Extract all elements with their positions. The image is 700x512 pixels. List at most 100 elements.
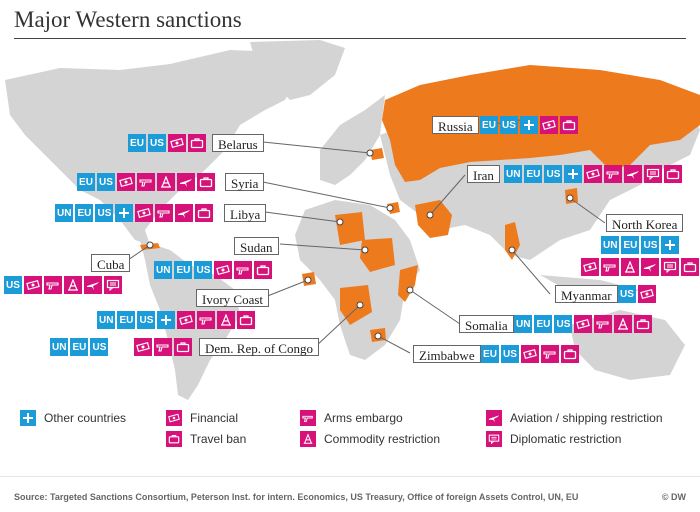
legend-arms: Arms embargo (300, 410, 403, 426)
plus-icon (661, 236, 680, 254)
leader-belarus (262, 141, 371, 154)
tags-ivory-coast: UN EU US (97, 311, 256, 329)
suitcase-icon (561, 345, 579, 363)
title-divider (14, 38, 686, 39)
banknote-icon (117, 173, 135, 191)
gun-icon (154, 338, 172, 356)
gun-icon (601, 258, 619, 276)
banknote-icon (24, 276, 42, 294)
legend-commodity: Commodity restriction (300, 431, 440, 447)
gun-icon (197, 311, 216, 329)
sanction-source-tag: UN (154, 261, 173, 279)
banknote-icon (134, 338, 152, 356)
source-note: Source: Targeted Sanctions Consortium, P… (14, 492, 579, 502)
greenland (250, 40, 345, 100)
leader-zimbabwe (377, 335, 411, 354)
label-cuba: Cuba (91, 254, 131, 272)
sanction-source-tag: US (95, 204, 114, 222)
legend-aviation: Aviation / shipping restriction (486, 410, 663, 426)
sanction-source-tag: US (194, 261, 213, 279)
tags-cuba: US (4, 276, 122, 294)
europe (320, 95, 385, 185)
sanction-source-tag: EU (75, 204, 94, 222)
suitcase-icon (254, 261, 273, 279)
sanction-source-tag: US (501, 345, 519, 363)
tags-somalia: UN EU US (514, 315, 653, 333)
gun-icon (44, 276, 62, 294)
sanction-source-tag: UN (55, 204, 74, 222)
sanction-source-tag: EU (524, 165, 543, 183)
sanction-source-tag: US (618, 285, 636, 303)
tags-drc-b (134, 338, 192, 356)
banknote-icon (638, 285, 656, 303)
label-north-korea: North Korea (606, 214, 684, 232)
sanction-source-tag: UN (97, 311, 116, 329)
tags-libya: UN EU US (55, 204, 214, 222)
sanction-source-tag: US (544, 165, 563, 183)
suitcase-icon (166, 431, 182, 447)
airplane-icon (486, 410, 502, 426)
gun-icon (155, 204, 174, 222)
legend-travel: Travel ban (166, 431, 246, 447)
tags-zimbabwe: EU US (481, 345, 579, 363)
belarus-shape (370, 148, 384, 160)
sanction-source-tag: US (4, 276, 22, 294)
plus-icon (157, 311, 176, 329)
suitcase-icon (634, 315, 653, 333)
banknote-icon (166, 410, 182, 426)
sanction-source-tag: EU (534, 315, 553, 333)
oil-derrick-icon (157, 173, 175, 191)
sanction-source-tag: UN (504, 165, 523, 183)
sanction-source-tag: EU (480, 116, 498, 134)
leader-sudan (279, 243, 366, 251)
sanction-source-tag: UN (50, 338, 69, 356)
label-ivory-coast: Ivory Coast (196, 289, 270, 307)
label-libya: Libya (224, 204, 267, 222)
leader-north-korea (569, 197, 606, 224)
oil-derrick-icon (64, 276, 82, 294)
sanction-source-tag: US (641, 236, 660, 254)
label-somalia: Somalia (459, 315, 514, 333)
iran-shape (415, 200, 452, 238)
banknote-icon (581, 258, 599, 276)
gun-icon (594, 315, 613, 333)
label-zimbabwe: Zimbabwe (413, 345, 481, 363)
tags-north-korea-b (581, 258, 699, 276)
tags-sudan: UN EU US (154, 261, 273, 279)
sanction-source-tag: EU (117, 311, 136, 329)
gun-icon (541, 345, 559, 363)
label-russia: Russia (432, 116, 479, 134)
suitcase-icon (664, 165, 683, 183)
suitcase-icon (560, 116, 578, 134)
sanction-source-tag: US (137, 311, 156, 329)
leader-somalia (409, 289, 461, 325)
label-sudan: Sudan (234, 237, 279, 255)
tags-iran: UN EU US (504, 165, 683, 183)
gun-icon (604, 165, 623, 183)
source-divider (0, 476, 700, 477)
banknote-icon (584, 165, 603, 183)
drc-shape (340, 285, 372, 325)
legend-other: Other countries (20, 410, 126, 426)
speech-bubble-icon (644, 165, 663, 183)
libya-shape (335, 212, 365, 245)
tags-russia: EU US (480, 116, 578, 134)
label-syria: Syria (225, 173, 265, 191)
sanction-source-tag: US (554, 315, 573, 333)
sanction-source-tag: UN (514, 315, 533, 333)
sanction-source-tag: EU (77, 173, 95, 191)
sanction-source-tag: US (90, 338, 109, 356)
leader-drc (314, 304, 361, 348)
leader-iran (429, 174, 466, 216)
dw-credit: © DW (661, 492, 686, 502)
leader-syria (262, 181, 391, 209)
airplane-icon (624, 165, 643, 183)
sanction-source-tag: US (97, 173, 115, 191)
oil-derrick-icon (300, 431, 316, 447)
plus-icon (115, 204, 134, 222)
plus-icon (20, 410, 36, 426)
sanction-source-tag: EU (70, 338, 89, 356)
legend: Other countries Financial Travel ban Arm… (0, 400, 700, 485)
suitcase-icon (237, 311, 256, 329)
plus-icon (564, 165, 583, 183)
